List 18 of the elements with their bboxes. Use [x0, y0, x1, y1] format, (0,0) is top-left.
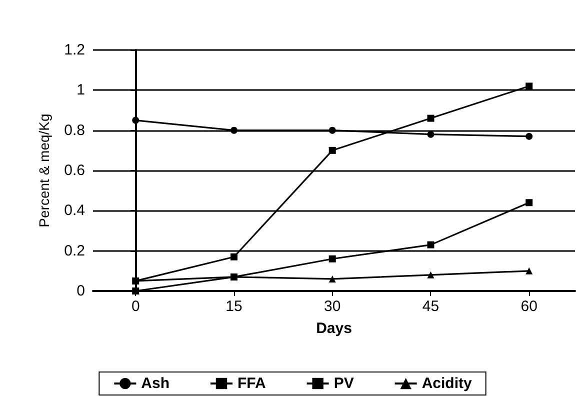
legend-label: FFA — [237, 375, 266, 392]
x-tick-label: 30 — [324, 298, 341, 315]
y-tick-label: 0.4 — [64, 202, 85, 220]
x-tick-label: 60 — [520, 298, 538, 315]
legend-label: PV — [334, 375, 354, 392]
x-tick-label: 45 — [422, 298, 440, 315]
x-axis-title: Days — [316, 320, 352, 337]
legend-label: Acidity — [422, 375, 472, 392]
y-tick-label: 0.6 — [64, 162, 85, 179]
x-tick-label: 15 — [226, 298, 242, 315]
y-tick-label: 0.2 — [64, 242, 85, 260]
y-tick-label: 1.2 — [64, 42, 85, 58]
y-tick-label: 1 — [76, 82, 85, 99]
y-tick-label: 0 — [76, 282, 85, 300]
y-tick-label: 0.8 — [64, 122, 85, 139]
x-tick-label: 0 — [131, 298, 140, 315]
legend-label: Ash — [141, 375, 170, 392]
y-axis-title: Percent & meq/Kg — [36, 114, 52, 228]
